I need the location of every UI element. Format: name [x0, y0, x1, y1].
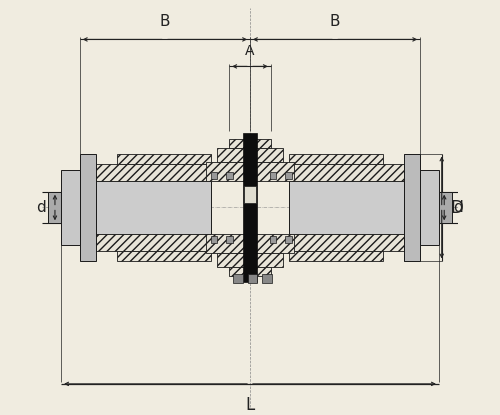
Bar	[439, 192, 452, 223]
Bar	[248, 274, 257, 283]
Bar	[290, 234, 404, 251]
Bar	[270, 236, 276, 243]
Bar	[286, 172, 292, 179]
Bar	[290, 154, 383, 164]
Bar	[234, 274, 242, 283]
Bar	[217, 148, 283, 162]
Text: L: L	[246, 396, 254, 414]
Bar	[404, 154, 420, 261]
Text: A: A	[245, 44, 255, 58]
Bar	[420, 170, 439, 245]
Bar	[117, 251, 210, 261]
Bar	[80, 154, 96, 261]
Bar	[229, 139, 271, 148]
Text: d: d	[454, 200, 463, 215]
Bar	[96, 164, 210, 181]
Bar	[96, 234, 210, 251]
Bar	[226, 236, 233, 243]
Bar	[229, 267, 271, 276]
Bar	[226, 172, 233, 179]
Text: d: d	[36, 200, 46, 215]
Bar	[290, 164, 404, 181]
Bar	[210, 172, 217, 179]
Bar	[290, 251, 383, 261]
Bar	[96, 181, 210, 234]
Text: B: B	[160, 14, 170, 29]
Bar	[206, 234, 294, 253]
Bar	[244, 186, 256, 203]
Bar	[117, 154, 210, 164]
Bar	[243, 133, 257, 282]
Bar	[286, 236, 292, 243]
Text: D: D	[451, 198, 464, 217]
Bar	[206, 162, 294, 181]
Bar	[290, 181, 404, 234]
Bar	[217, 253, 283, 267]
Text: B: B	[330, 14, 340, 29]
Bar	[48, 192, 61, 223]
Bar	[61, 170, 80, 245]
Bar	[210, 236, 217, 243]
Bar	[270, 172, 276, 179]
Bar	[262, 274, 272, 283]
